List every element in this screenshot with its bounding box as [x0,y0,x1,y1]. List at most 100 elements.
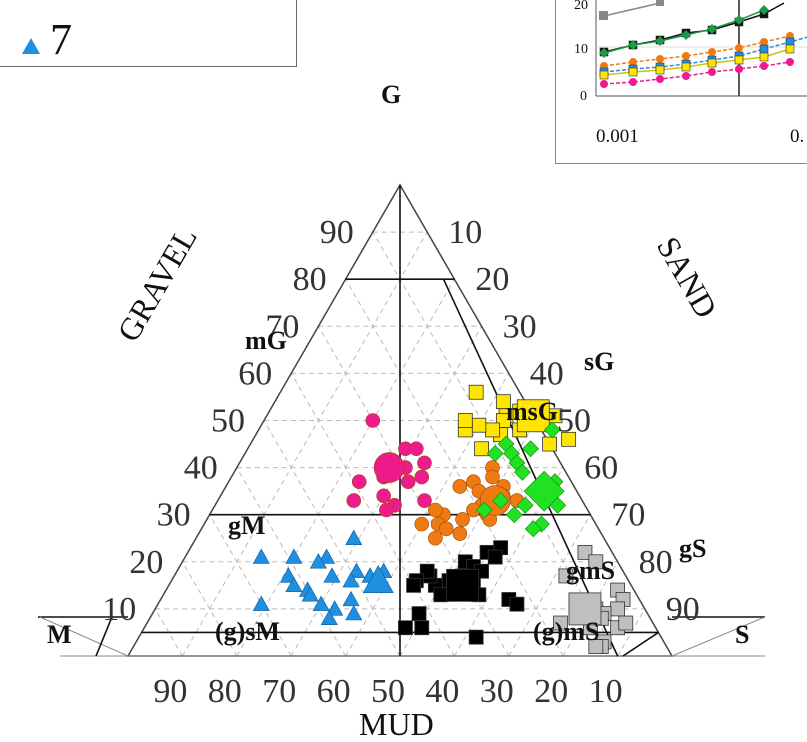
blue-triangle-point [326,600,344,616]
orange-circle-point [455,512,470,527]
yellow-square-point [457,413,473,428]
gray-square-point [588,639,604,654]
magenta-circle-point [346,493,362,508]
magenta-circle-point [351,474,367,490]
black-square-point [433,587,449,603]
inset-point [599,70,609,80]
gravel-tick: 90 [320,214,354,251]
axis-ticks: 10 20 30 40 50 60 70 80 90 10 20 30 40 50 60 70 80 90 90 80… [102,214,700,710]
zone-S: S [735,620,749,649]
orange-circle-point [438,521,454,537]
inset-point [682,72,690,80]
inset-x-tick: 0.001 [596,126,639,147]
magenta-circle-point [417,455,432,471]
inset-point [785,44,795,54]
green-diamond-point [524,520,542,538]
blue-triangle-point [345,604,363,621]
sand-tick: 30 [503,308,537,345]
inset-y-tick: 0 [580,89,587,104]
data-points [252,384,634,654]
blue-triangle-point [285,576,303,593]
magenta-circle-point [376,488,391,504]
blue-triangle-point [362,565,394,593]
black-square-point [468,629,484,645]
mud-tick: 80 [208,673,242,710]
magenta-circle-point [417,493,432,508]
outer-edge-left [39,616,129,657]
magenta-circle-point [409,441,424,457]
gridline [263,420,401,657]
outer-edge-right [671,616,766,657]
inset-series-magenta [603,61,791,85]
mud-tick: 90 [153,673,187,710]
yellow-square-point [468,384,484,400]
inset-point [629,78,637,86]
blue-triangle-point [318,548,336,564]
zone-gmS: gmS [566,556,615,585]
sand-tick: 70 [611,497,645,534]
blue-triangle-point [347,562,365,578]
gravel-tick: 30 [157,497,191,534]
gravel-tick: 50 [211,403,245,440]
green-diamond-point [475,501,493,519]
zone-M: M [47,620,72,649]
zone-gS: gS [679,534,706,563]
inset-point [629,58,637,66]
inset-point [786,58,794,66]
inset-point [707,24,717,34]
axis-label-sand: SAND [650,231,725,324]
blue-triangle-point [342,572,360,588]
green-diamond-point [543,421,561,439]
inset-point [656,0,664,6]
blue-triangle-point [279,567,297,583]
gridline [372,231,619,657]
legend: 7 [0,0,297,67]
magenta-circle-point [414,469,430,485]
inset-point [682,52,690,60]
yellow-square-point [474,441,490,457]
gridline [181,231,428,657]
yellow-square-point [542,436,557,452]
gray-square-point [610,601,625,617]
blue-triangle-point [323,567,341,583]
gray-square-point [558,568,574,584]
gravel-tick: 80 [293,261,327,298]
orange-circle-point [428,530,443,546]
zone-gM: gM [228,511,266,540]
yellow-square-point [561,431,577,447]
gray-square-point [588,554,604,570]
zone-msG: msG [506,397,558,426]
mud-tick: 40 [425,673,459,710]
triangle-marker-icon [22,38,40,54]
axis-label-mud: MUD [359,706,434,742]
orange-circle-point [452,479,468,494]
magenta-circle-point [379,502,394,518]
yellow-square-point [485,422,500,438]
axis-label-gravel: GRAVEL [110,221,204,348]
yellow-square-point [471,417,487,433]
mud-tick: 20 [534,673,568,710]
sand-tick: 90 [666,591,700,628]
inset-y-tick: 20 [574,0,588,13]
blue-triangle-point [285,548,303,564]
inset-point [655,36,665,46]
zone-gsM: (g)sM [215,617,280,646]
inset-point [708,48,716,56]
zone-G: G [381,80,401,109]
sand-tick: 60 [584,450,618,487]
mud-tick: 50 [371,673,405,710]
gray-square-point [568,592,602,626]
inset-point [707,58,717,68]
sand-tick: 80 [639,544,673,581]
zone-gmS-low: (g)mS [533,617,599,646]
inset-series-orange [603,35,791,67]
inset-point [734,55,744,65]
gravel-tick: 20 [129,544,163,581]
inset-point [628,67,638,77]
black-square-point [398,620,413,636]
green-diamond-point [492,492,510,509]
inset-markers [599,5,795,88]
boundary-line [95,616,113,657]
black-square-point [414,620,430,636]
